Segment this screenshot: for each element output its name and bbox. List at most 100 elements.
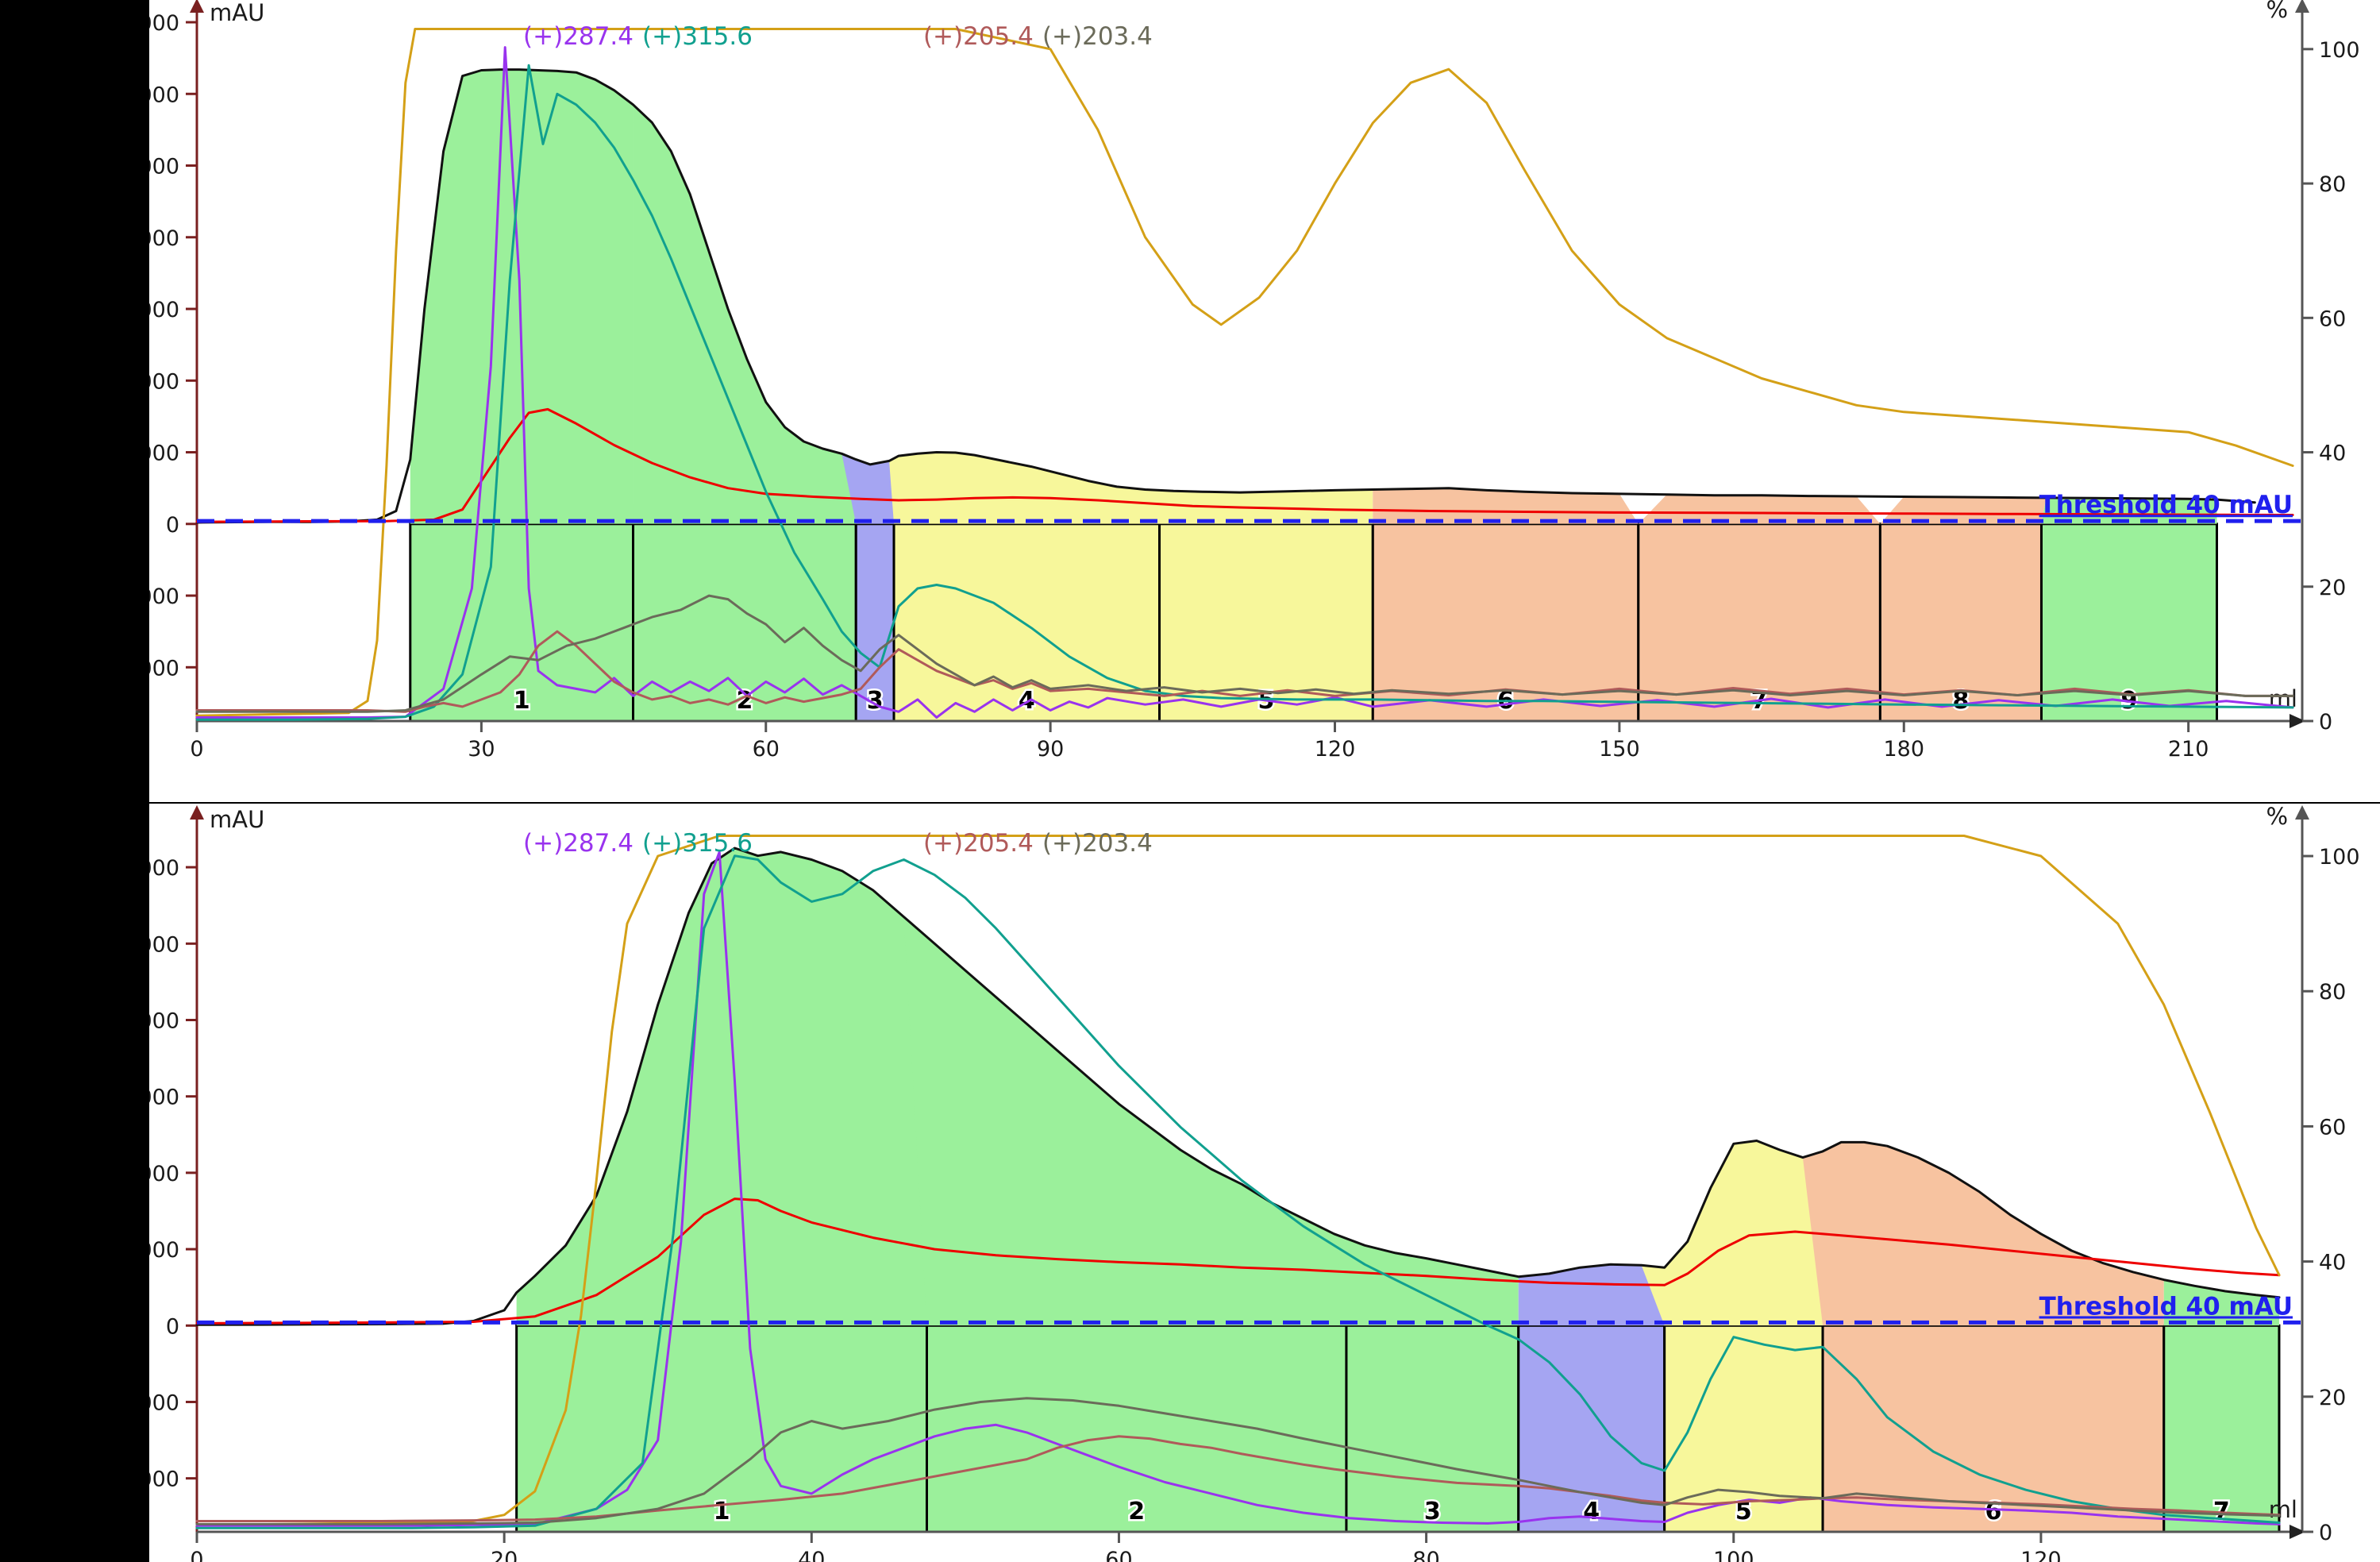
- y-tick-label: 3000: [149, 1086, 179, 1110]
- y-axis-title: mAU: [210, 806, 264, 833]
- trace--203-4: [195, 1397, 2281, 1525]
- uv-fill-segment: [1880, 496, 2047, 524]
- chromatogram-panel-top[interactable]: 123456789-2000-1000010002000300040005000…: [149, 0, 2380, 802]
- y2-tick-label: 60: [2319, 1115, 2346, 1140]
- y2-tick-label: 40: [2319, 1251, 2346, 1275]
- y-axis-arrow: [190, 805, 204, 820]
- chromatogram-svg-bottom: 1234567-2000-100001000200030004000500060…: [149, 804, 2380, 1562]
- y2-axis-arrow: [2295, 0, 2309, 13]
- x-tick-label: 120: [2020, 1548, 2062, 1562]
- x-axis-arrow: [2289, 714, 2305, 728]
- trace-group: [195, 28, 2294, 721]
- legend-entry: (+)287.4: [523, 829, 634, 858]
- legend-entry: (+)287.4: [523, 22, 634, 51]
- y-tick-label: -2000: [149, 656, 179, 681]
- x-tick-label: 40: [798, 1548, 825, 1562]
- legend-entry: (+)205.4: [923, 829, 1034, 858]
- legend-entry: (+)203.4: [1042, 829, 1153, 858]
- legend-entry: (+)315.6: [642, 22, 753, 51]
- y-tick-label: -2000: [149, 1468, 179, 1492]
- x-tick-label: 90: [1037, 737, 1064, 762]
- y-tick-label: 6000: [149, 83, 179, 107]
- axes-group: -2000-1000010002000300040005000600070000…: [149, 0, 2360, 762]
- y2-tick-label: 0: [2319, 1521, 2332, 1545]
- fraction-label: 2: [1128, 1498, 1145, 1525]
- chromatogram-svg-top: 123456789-2000-1000010002000300040005000…: [149, 0, 2380, 802]
- legend-group: (+)287.4 (+)315.6 (+)205.4 (+)203.4: [523, 829, 1153, 858]
- plot-area-bottom[interactable]: 1234567-2000-100001000200030004000500060…: [149, 804, 2380, 1562]
- plot-area-top[interactable]: 123456789-2000-1000010002000300040005000…: [149, 0, 2380, 802]
- fraction-band[interactable]: [1158, 523, 1374, 723]
- x-axis-arrow: [2289, 1525, 2305, 1539]
- y-tick-label: 4000: [149, 226, 179, 251]
- trace-conductivity: [195, 407, 2294, 523]
- fraction-band[interactable]: [2162, 1324, 2281, 1533]
- uv-fill-group: [516, 848, 2279, 1326]
- legend-entry: (+)203.4: [1042, 22, 1153, 51]
- uv-fill-segment: [903, 916, 1365, 1326]
- trace--287-4: [195, 850, 2281, 1527]
- x-tick-label: 210: [2168, 737, 2209, 762]
- uv-fill-segment: [1641, 1140, 1842, 1326]
- x-tick-label: 20: [491, 1548, 518, 1562]
- x-axis-title: ml: [2269, 1496, 2297, 1523]
- legend-entry: (+)315.6: [642, 829, 753, 858]
- y2-tick-label: 100: [2319, 845, 2360, 870]
- y2-tick-label: 0: [2319, 710, 2332, 735]
- x-tick-label: 60: [753, 737, 780, 762]
- fraction-label: 1: [514, 687, 530, 715]
- y-tick-label: 0: [166, 513, 179, 538]
- x-tick-label: 180: [1883, 737, 1924, 762]
- y2-tick-label: 100: [2319, 38, 2360, 63]
- trace--315-6: [195, 64, 2294, 721]
- uv-fill-group: [410, 69, 2217, 524]
- uv-fill-segment: [516, 848, 935, 1326]
- uv-fill-segment: [633, 104, 871, 524]
- y-axis-arrow: [190, 0, 204, 13]
- trace--203-4: [195, 594, 2294, 713]
- threshold-label: Threshold 40 mAU: [2039, 491, 2293, 519]
- axes-group: -2000-1000010002000300040005000600002040…: [149, 804, 2360, 1562]
- x-tick-label: 100: [1713, 1548, 1754, 1562]
- y-tick-label: 3000: [149, 298, 179, 322]
- x-tick-label: 0: [190, 737, 203, 762]
- fraction-band[interactable]: [1637, 523, 1881, 723]
- uv-fill-segment: [889, 452, 1174, 524]
- y2-tick-label: 40: [2319, 442, 2346, 466]
- x-tick-label: 0: [190, 1548, 203, 1562]
- trace-uv-280-nm: [195, 847, 2281, 1326]
- uv-fill-segment: [1802, 1142, 2164, 1326]
- legend-entry: (+)205.4: [923, 22, 1034, 51]
- chromatogram-panel-bottom[interactable]: 1234567-2000-100001000200030004000500060…: [149, 804, 2380, 1562]
- trace--205-4: [195, 630, 2294, 713]
- fraction-label: 4: [1583, 1498, 1600, 1525]
- y-tick-label: 2000: [149, 1162, 179, 1186]
- trace-uv-280-nm: [195, 68, 2256, 524]
- legend-group: (+)287.4 (+)315.6 (+)205.4 (+)203.4: [523, 22, 1153, 51]
- y-tick-label: 5000: [149, 155, 179, 179]
- y2-tick-label: 60: [2319, 307, 2346, 331]
- y2-axis-arrow: [2295, 805, 2309, 820]
- fraction-band[interactable]: [1878, 523, 2043, 723]
- x-tick-label: 80: [1412, 1548, 1439, 1562]
- uv-fill-segment: [410, 69, 634, 524]
- uv-fill-segment: [1638, 494, 1881, 524]
- uv-fill-segment: [841, 453, 899, 524]
- y-tick-label: 0: [166, 1314, 179, 1339]
- fraction-band[interactable]: [409, 523, 635, 723]
- y2-tick-label: 80: [2319, 172, 2346, 197]
- fraction-band[interactable]: [515, 1324, 928, 1533]
- x-tick-label: 60: [1105, 1548, 1132, 1562]
- fraction-band[interactable]: [1371, 523, 1640, 723]
- trace--315-6: [195, 854, 2281, 1529]
- x-tick-label: 120: [1315, 737, 1356, 762]
- y2-tick-label: 80: [2319, 980, 2346, 1005]
